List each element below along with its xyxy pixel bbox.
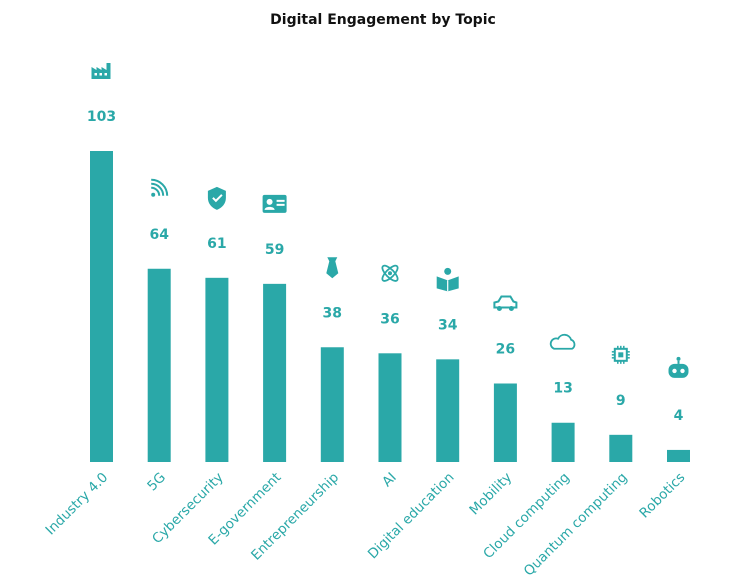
value-label-9: 9 bbox=[616, 393, 626, 409]
category-label-6: Digital education bbox=[365, 470, 458, 563]
value-labels-group: 103 64 61 59 38 36 34 26 13 9 4 bbox=[87, 109, 684, 424]
robot-icon bbox=[668, 356, 689, 378]
bar-7 bbox=[493, 383, 517, 462]
bar-6 bbox=[436, 359, 460, 462]
category-labels-group: Industry 4.0 5GCybersecurityE-governmentE… bbox=[43, 470, 689, 580]
bar-2 bbox=[205, 277, 229, 462]
signal-icon bbox=[151, 178, 169, 197]
bars-group bbox=[90, 151, 690, 462]
value-label-4: 38 bbox=[323, 305, 342, 321]
value-label-3: 59 bbox=[265, 242, 284, 258]
value-label-1: 64 bbox=[149, 227, 169, 243]
category-label-10: Robotics bbox=[636, 470, 688, 522]
chip-icon bbox=[611, 345, 630, 364]
bar-3 bbox=[263, 283, 287, 462]
value-label-10: 4 bbox=[674, 408, 684, 424]
chart-title: Digital Engagement by Topic bbox=[270, 12, 496, 28]
atom-icon bbox=[381, 264, 399, 282]
value-label-0: 103 bbox=[87, 109, 116, 125]
car-icon bbox=[493, 295, 518, 311]
cloud-icon bbox=[549, 333, 576, 350]
bar-9 bbox=[609, 434, 633, 462]
bar-8 bbox=[551, 422, 575, 462]
category-label-1: 5G bbox=[144, 470, 169, 495]
factory-icon bbox=[91, 63, 111, 79]
id-card-icon bbox=[262, 194, 287, 213]
bar-1 bbox=[147, 268, 171, 462]
bar-10 bbox=[667, 449, 690, 462]
shield-check-icon bbox=[207, 186, 226, 210]
value-label-8: 13 bbox=[553, 381, 572, 397]
value-label-7: 26 bbox=[496, 341, 515, 357]
category-label-5: AI bbox=[379, 470, 400, 491]
bar-4 bbox=[320, 347, 344, 462]
bar-5 bbox=[378, 353, 402, 462]
category-label-0: Industry 4.0 bbox=[43, 470, 112, 539]
tie-icon bbox=[326, 257, 339, 279]
category-label-7: Mobility bbox=[466, 470, 515, 519]
icons-group bbox=[91, 63, 689, 378]
value-label-5: 36 bbox=[380, 311, 399, 327]
value-label-6: 34 bbox=[438, 317, 458, 333]
value-label-2: 61 bbox=[207, 236, 226, 252]
book-reader-icon bbox=[436, 267, 459, 292]
category-label-9: Quantum computing bbox=[521, 470, 631, 580]
bar-0 bbox=[90, 151, 113, 462]
